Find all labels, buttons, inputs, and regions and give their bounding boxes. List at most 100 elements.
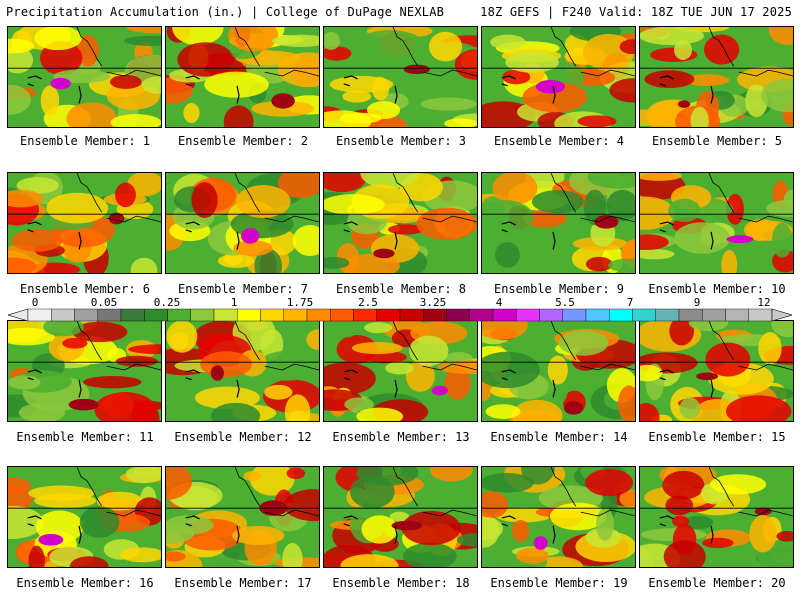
colorbar-swatch bbox=[585, 308, 610, 322]
ensemble-member-label: Ensemble Member: 9 bbox=[493, 282, 625, 296]
precip-field bbox=[324, 321, 477, 421]
ensemble-map-panel bbox=[7, 320, 162, 422]
colorbar-min-arrow bbox=[8, 308, 29, 322]
ensemble-map-panel bbox=[323, 320, 478, 422]
ensemble-map-panel bbox=[323, 466, 478, 568]
precip-field bbox=[324, 173, 477, 273]
precip-field bbox=[640, 27, 793, 127]
colorbar-swatch bbox=[167, 308, 191, 322]
ensemble-member-label: Ensemble Member: 14 bbox=[490, 430, 628, 444]
colorbar-swatch bbox=[725, 308, 749, 322]
colorbar-swatch bbox=[330, 308, 354, 322]
colorbar-swatch bbox=[632, 308, 656, 322]
precip-field bbox=[166, 467, 319, 567]
colorbar-swatch bbox=[609, 308, 633, 322]
ensemble-map-panel bbox=[7, 172, 162, 274]
ensemble-map-panel bbox=[165, 172, 320, 274]
colorbar-tick-label: 1.75 bbox=[286, 296, 314, 309]
ensemble-map-panel bbox=[481, 320, 636, 422]
colorbar-max-arrow bbox=[771, 308, 792, 322]
colorbar-swatch bbox=[446, 308, 470, 322]
precip-field bbox=[8, 173, 161, 273]
colorbar-swatch bbox=[306, 308, 331, 322]
colorbar-tick-label: 12 bbox=[757, 296, 771, 309]
ensemble-map-panel bbox=[481, 466, 636, 568]
precip-field bbox=[324, 467, 477, 567]
colorbar-tick-label: 3.25 bbox=[419, 296, 447, 309]
precip-field bbox=[640, 321, 793, 421]
precip-field bbox=[324, 27, 477, 127]
colorbar-swatch bbox=[27, 308, 52, 322]
colorbar-swatch bbox=[423, 308, 447, 322]
precip-field bbox=[482, 321, 635, 421]
ensemble-member-label: Ensemble Member: 6 bbox=[19, 282, 151, 296]
colorbar-swatch bbox=[376, 308, 401, 322]
colorbar-swatch bbox=[190, 308, 215, 322]
colorbar-swatch bbox=[399, 308, 424, 322]
colorbar-swatch bbox=[678, 308, 703, 322]
colorbar bbox=[8, 308, 792, 322]
ensemble-member-label: Ensemble Member: 2 bbox=[177, 134, 309, 148]
colorbar-swatch bbox=[748, 308, 773, 322]
colorbar-tick-label: 5.5 bbox=[555, 296, 575, 309]
ensemble-member-label: Ensemble Member: 3 bbox=[335, 134, 467, 148]
ensemble-member-label: Ensemble Member: 13 bbox=[332, 430, 470, 444]
ensemble-map-panel bbox=[7, 26, 162, 128]
ensemble-map-panel bbox=[165, 320, 320, 422]
ensemble-member-label: Ensemble Member: 12 bbox=[174, 430, 312, 444]
colorbar-swatch bbox=[492, 308, 517, 322]
ensemble-map-panel bbox=[639, 172, 794, 274]
ensemble-member-label: Ensemble Member: 18 bbox=[332, 576, 470, 590]
colorbar-swatch bbox=[283, 308, 308, 322]
precip-field bbox=[166, 321, 319, 421]
colorbar-tick-label: 7 bbox=[626, 296, 634, 309]
ensemble-map-panel bbox=[323, 172, 478, 274]
colorbar-swatch bbox=[539, 308, 563, 322]
ensemble-member-label: Ensemble Member: 10 bbox=[648, 282, 786, 296]
precip-field bbox=[482, 173, 635, 273]
colorbar-swatch bbox=[260, 308, 284, 322]
colorbar-swatch bbox=[51, 308, 75, 322]
ensemble-map-panel bbox=[481, 172, 636, 274]
map-title: Precipitation Accumulation (in.) | Colle… bbox=[6, 5, 445, 19]
ensemble-map-panel bbox=[639, 26, 794, 128]
ensemble-map-panel bbox=[639, 466, 794, 568]
colorbar-swatch bbox=[74, 308, 98, 322]
model-valid-time: 18Z GEFS | F240 Valid: 18Z TUE JUN 17 20… bbox=[480, 5, 792, 19]
colorbar-swatch bbox=[702, 308, 726, 322]
ensemble-map-panel bbox=[165, 26, 320, 128]
precip-field bbox=[166, 173, 319, 273]
colorbar-tick-label: 0.05 bbox=[90, 296, 118, 309]
colorbar-swatch bbox=[562, 308, 587, 322]
ensemble-member-label: Ensemble Member: 20 bbox=[648, 576, 786, 590]
colorbar-swatch bbox=[353, 308, 377, 322]
ensemble-map-panel bbox=[323, 26, 478, 128]
precip-field bbox=[8, 467, 161, 567]
ensemble-map-panel bbox=[639, 320, 794, 422]
precip-field bbox=[482, 467, 635, 567]
colorbar-tick-label: 0 bbox=[31, 296, 39, 309]
ensemble-member-label: Ensemble Member: 19 bbox=[490, 576, 628, 590]
ensemble-member-label: Ensemble Member: 16 bbox=[16, 576, 154, 590]
ensemble-map-panel bbox=[165, 466, 320, 568]
ensemble-member-label: Ensemble Member: 4 bbox=[493, 134, 625, 148]
ensemble-member-label: Ensemble Member: 15 bbox=[648, 430, 786, 444]
colorbar-swatch bbox=[469, 308, 494, 322]
colorbar-swatch bbox=[97, 308, 122, 322]
ensemble-map-panel bbox=[481, 26, 636, 128]
precip-field bbox=[640, 173, 793, 273]
colorbar-swatch bbox=[655, 308, 680, 322]
precip-field bbox=[8, 321, 161, 421]
ensemble-member-label: Ensemble Member: 7 bbox=[177, 282, 309, 296]
precip-field bbox=[640, 467, 793, 567]
colorbar-tick-label: 4 bbox=[495, 296, 503, 309]
colorbar-swatch bbox=[144, 308, 168, 322]
colorbar-tick-label: 1 bbox=[230, 296, 238, 309]
ensemble-member-label: Ensemble Member: 17 bbox=[174, 576, 312, 590]
colorbar-tick-label: 2.5 bbox=[358, 296, 378, 309]
ensemble-map-panel bbox=[7, 466, 162, 568]
colorbar-swatch bbox=[516, 308, 540, 322]
ensemble-member-label: Ensemble Member: 8 bbox=[335, 282, 467, 296]
precip-field bbox=[8, 27, 161, 127]
colorbar-tick-label: 0.25 bbox=[153, 296, 181, 309]
